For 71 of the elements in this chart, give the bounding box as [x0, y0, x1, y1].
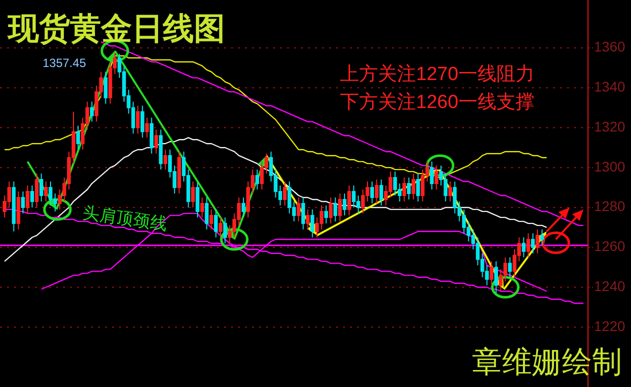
candlestick	[44, 181, 48, 202]
y-tick-label: 1360	[594, 38, 626, 55]
candlestick	[379, 179, 384, 206]
candlestick	[540, 228, 544, 246]
candlestick	[140, 105, 144, 138]
candlestick	[430, 161, 434, 190]
y-tick-label: 1280	[594, 198, 626, 214]
y-tick-label: 1300	[594, 158, 626, 174]
candlestick	[342, 193, 346, 216]
candlestick	[145, 117, 149, 138]
candlestick	[374, 179, 379, 204]
candlestick	[508, 256, 512, 278]
candlestick	[34, 173, 39, 208]
y-tick-label: 1220	[594, 318, 626, 334]
candlestick	[406, 177, 411, 200]
candlestick	[90, 101, 94, 122]
candlestick	[412, 173, 416, 200]
y-tick-label: 1340	[594, 78, 626, 94]
candlestick	[530, 232, 535, 254]
candlestick	[306, 208, 310, 230]
candlestick	[333, 196, 338, 222]
candlestick	[402, 177, 406, 202]
candlestick	[328, 196, 333, 224]
annotation: 1357.45	[42, 56, 86, 70]
candlestick	[490, 260, 494, 286]
y-tick-label: 1320	[594, 118, 626, 134]
annotation: 头肩顶颈线	[81, 203, 168, 234]
candlestick	[204, 196, 209, 230]
annotation: 下方关注1260一线支撑	[340, 91, 534, 113]
candlestick	[370, 181, 374, 204]
candlestick	[282, 181, 287, 206]
candlestick	[26, 185, 30, 214]
candlestick	[76, 125, 80, 150]
candlestick	[536, 228, 540, 254]
candlestick	[21, 191, 25, 214]
candlestick	[223, 216, 227, 244]
y-tick-label: 1240	[594, 278, 626, 294]
candlestick	[526, 232, 530, 258]
candlestick	[191, 181, 195, 208]
annotation: 上方关注1270一线阻力	[340, 63, 534, 85]
candlestick	[338, 193, 342, 222]
candlestick	[503, 256, 508, 282]
candlestick	[352, 185, 356, 208]
y-tick-label: 1260	[594, 238, 626, 254]
candlestick	[356, 194, 360, 214]
candlestick	[324, 204, 328, 224]
candlestick	[494, 260, 498, 294]
chart-title: 现货黄金日线图	[7, 11, 225, 46]
candlestick	[209, 208, 214, 230]
candlestick	[163, 149, 168, 170]
candlestick	[136, 105, 140, 134]
candlestick	[39, 173, 44, 202]
candlestick	[30, 185, 34, 208]
candlestick	[196, 181, 200, 218]
candlestick	[416, 173, 420, 202]
candlestick	[154, 129, 158, 154]
candlestick	[242, 196, 246, 218]
candlestick	[214, 208, 218, 238]
candlestick	[150, 117, 154, 154]
candlestick	[522, 236, 526, 258]
candlestick	[434, 165, 438, 190]
candlestick	[200, 196, 204, 218]
candlestick	[296, 196, 300, 222]
candlestick	[255, 169, 260, 190]
candlestick	[218, 216, 222, 238]
candlestick	[448, 181, 452, 202]
candlestick	[104, 71, 108, 104]
candlestick	[310, 208, 314, 238]
candlestick	[347, 185, 352, 216]
candlestick	[420, 169, 425, 202]
candlestick	[301, 196, 306, 230]
